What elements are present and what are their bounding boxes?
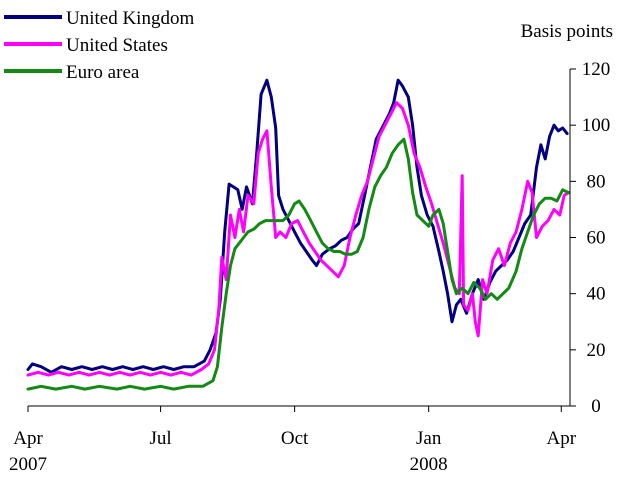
y-tick-label: 60 [587, 228, 606, 249]
legend-entry: United States [66, 35, 168, 56]
y-tick-label: 120 [582, 59, 611, 80]
x-tick-label: Apr [13, 428, 43, 449]
series-line-euro-area [26, 137, 570, 391]
series-line-united-kingdom [26, 78, 569, 374]
y-tick-label: 80 [587, 171, 606, 192]
series-line-united-states [26, 101, 570, 377]
axes: 0 20 40 60 80 100 120 Apr 2007 Jul Oct Jan 2008 Apr [9, 59, 610, 475]
y-tick-label: 20 [587, 340, 606, 361]
x-tick-label: Jul [149, 428, 171, 449]
y-tick-label: 100 [582, 115, 611, 136]
x-tick-label: Jan [416, 428, 442, 449]
x-tick-label: Oct [281, 428, 309, 449]
legend-entry: Euro area [66, 62, 140, 83]
y-tick-label: 0 [591, 396, 601, 417]
plot-area [26, 78, 570, 391]
x-tick-year: 2008 [410, 454, 448, 475]
x-tick-label: Apr [546, 428, 576, 449]
y-axis-label: Basis points [521, 21, 613, 42]
y-tick-label: 40 [587, 284, 606, 305]
legend: United Kingdom United States Euro area [4, 8, 194, 83]
x-tick-year: 2007 [9, 454, 47, 475]
legend-entry: United Kingdom [66, 8, 194, 29]
